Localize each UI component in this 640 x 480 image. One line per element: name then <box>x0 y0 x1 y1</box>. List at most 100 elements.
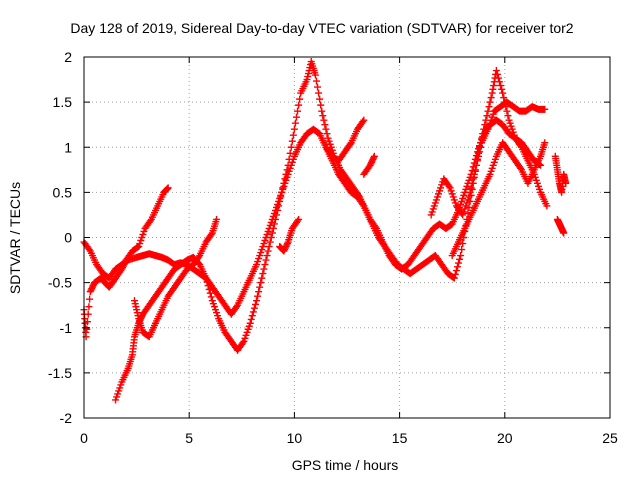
data-point <box>285 155 293 163</box>
data-point <box>541 105 549 113</box>
data-point <box>146 217 154 225</box>
data-point <box>465 203 473 211</box>
data-point <box>295 101 303 109</box>
data-point <box>239 339 247 347</box>
grid <box>84 57 610 418</box>
data-point <box>258 274 266 282</box>
data-point <box>473 157 481 165</box>
series-8 <box>448 139 549 260</box>
data-point <box>233 303 241 311</box>
data-point <box>263 252 271 260</box>
data-point <box>481 121 489 129</box>
data-point <box>283 166 291 174</box>
y-tick-label: 2 <box>64 49 72 65</box>
data-point <box>259 270 267 278</box>
data-point <box>85 246 93 254</box>
data-point <box>541 139 549 147</box>
chart-title: Day 128 of 2019, Sidereal Day-to-day VTE… <box>70 20 573 36</box>
data-point <box>457 252 465 260</box>
plot-frame <box>83 56 611 419</box>
data-point <box>493 70 501 78</box>
data-point <box>248 312 256 320</box>
data-point <box>517 164 525 172</box>
data-point <box>315 89 323 97</box>
x-axis-label: GPS time / hours <box>292 457 399 473</box>
x-tick-label: 5 <box>185 430 193 446</box>
data-point <box>483 112 491 120</box>
data-point <box>262 256 270 264</box>
data-point <box>281 175 289 183</box>
data-point <box>485 103 493 111</box>
data-point <box>269 224 277 232</box>
data-point <box>195 253 203 261</box>
data-point <box>470 170 478 178</box>
data-point <box>283 240 291 248</box>
data-point <box>249 308 257 316</box>
series-7 <box>427 98 549 219</box>
data-point <box>487 94 495 102</box>
data-point <box>261 261 269 269</box>
data-point <box>496 78 504 86</box>
data-point <box>288 137 296 145</box>
data-point <box>477 143 485 151</box>
data-point <box>286 149 294 157</box>
data-point <box>455 259 463 267</box>
data-point <box>492 67 500 75</box>
data-point <box>255 288 263 296</box>
x-tick-label: 20 <box>497 430 513 446</box>
data-points <box>80 58 570 404</box>
data-point <box>280 179 288 187</box>
data-point <box>321 121 329 129</box>
y-tick-label: 1.5 <box>53 94 73 110</box>
data-point <box>164 184 172 192</box>
data-point <box>290 125 298 133</box>
data-point <box>134 243 142 251</box>
data-point <box>360 116 368 124</box>
data-point <box>370 154 378 162</box>
data-point <box>490 82 498 90</box>
data-point <box>84 318 92 326</box>
data-point <box>346 140 354 148</box>
data-point <box>274 206 282 214</box>
data-point <box>456 255 464 263</box>
data-point <box>320 116 328 124</box>
y-tick-label: -2 <box>60 410 73 426</box>
series-6 <box>360 152 378 178</box>
data-point <box>266 238 274 246</box>
data-point <box>370 152 378 160</box>
y-tick-label: 1 <box>64 139 72 155</box>
data-point <box>279 184 287 192</box>
data-point <box>476 148 484 156</box>
y-tick-label: -1 <box>60 320 73 336</box>
y-tick-label: 0 <box>64 230 72 246</box>
data-point <box>206 289 214 297</box>
data-point <box>202 274 210 282</box>
data-point <box>323 130 331 138</box>
data-point <box>295 215 303 223</box>
data-point <box>213 215 221 223</box>
data-point <box>500 94 508 102</box>
data-point <box>289 131 297 139</box>
data-point <box>205 285 213 293</box>
data-point <box>250 304 258 312</box>
data-point <box>85 303 93 311</box>
data-point <box>503 107 511 115</box>
data-point <box>484 107 492 115</box>
data-point <box>163 185 171 193</box>
data-point <box>267 234 275 241</box>
data-point <box>282 170 290 178</box>
series-10 <box>553 215 568 237</box>
data-point <box>311 71 319 79</box>
series-11 <box>276 215 303 255</box>
data-point <box>450 274 458 282</box>
data-point <box>319 112 327 120</box>
data-point <box>276 197 284 205</box>
x-tick-label: 10 <box>287 430 303 446</box>
data-point <box>86 295 94 303</box>
data-point <box>291 119 299 127</box>
data-point <box>265 243 273 251</box>
x-tick-label: 0 <box>80 430 88 446</box>
data-point <box>257 279 265 287</box>
y-axis-label: SDTVAR / TECUs <box>7 182 23 294</box>
data-point <box>246 319 254 327</box>
